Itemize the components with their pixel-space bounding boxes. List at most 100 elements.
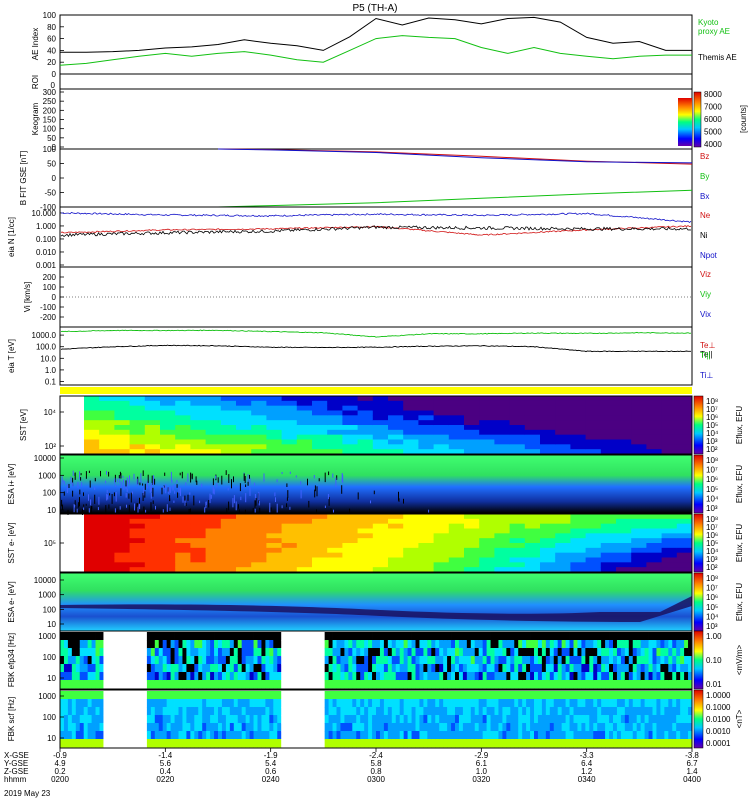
fbk-b-cell	[379, 707, 385, 716]
fbk-e-cell	[67, 672, 73, 681]
sst-ions-cell	[114, 410, 130, 416]
density-series-ni	[60, 225, 692, 236]
fbk-b-cell	[664, 723, 669, 732]
fbk-b-cell	[178, 699, 183, 708]
fbk-e-cell	[115, 680, 120, 689]
sst-electrons-cell	[236, 543, 252, 549]
esa-ions-noise-mark	[178, 487, 180, 493]
sst-ions-cell	[616, 400, 632, 407]
sst-ions-ylabel: SST [eV]	[19, 409, 28, 441]
fbk-b-cell	[688, 691, 693, 700]
fbk-e-cell	[656, 632, 661, 641]
esa-ions-noise-mark	[139, 482, 141, 486]
fbk-b-cell	[63, 723, 69, 732]
sst-ions-cell	[190, 415, 206, 421]
sst-electrons-cell	[631, 567, 647, 573]
fbk-e-cell	[545, 656, 551, 665]
sst-electrons-colorbar-tick: 10³	[706, 555, 718, 564]
fbk-b-cell	[154, 723, 160, 732]
esa-ions-noise-mark	[233, 476, 234, 483]
sst-electrons-cell	[236, 562, 252, 568]
fbk-e-cell	[688, 672, 693, 681]
fbk-b-cell	[312, 723, 318, 732]
fbk-e-cell	[368, 648, 373, 657]
sst-electrons-cell	[312, 552, 328, 558]
esa-ions-noise-mark	[79, 489, 81, 495]
sst-electrons-cell	[99, 533, 115, 539]
fbk-e-cell	[372, 672, 377, 681]
sst-ions-cell	[205, 400, 222, 407]
fbk-b-cell	[581, 739, 586, 748]
sst-electrons-cell	[190, 547, 206, 554]
sst-ions-cell	[631, 439, 647, 445]
sst-electrons-cell	[144, 543, 161, 549]
sst-ions-cell	[509, 410, 526, 416]
fbk-e-cell	[620, 664, 626, 673]
fbk-b-cell	[158, 699, 164, 708]
sst-electrons-cell	[236, 518, 252, 525]
fbk-e-cell	[498, 656, 503, 665]
fbk-e-cell	[541, 656, 547, 665]
fbk-e-cell	[304, 632, 310, 641]
fbk-b-cell	[640, 699, 645, 708]
sst-ions-cell	[388, 400, 404, 407]
fbk-e-cell	[482, 640, 487, 649]
fbk-b-cell	[447, 715, 452, 724]
fbk-e-cell	[202, 648, 207, 657]
fbk-b-cell	[214, 739, 219, 748]
fbk-b-cell	[241, 715, 247, 724]
fbk-b-cell	[206, 699, 211, 708]
fbk-b-cell	[111, 739, 116, 748]
esa-ions-tick-label: 10	[47, 506, 56, 515]
sst-ions-cell	[494, 444, 510, 450]
sst-electrons-cell	[555, 552, 571, 558]
sst-electrons-cell	[509, 557, 526, 563]
sst-ions-cell	[646, 415, 662, 421]
sst-ions-cell	[661, 449, 678, 455]
fbk-e-cell	[265, 632, 270, 641]
sst-ions-cell	[494, 449, 510, 455]
sst-ions-cell	[372, 429, 389, 436]
fbk-e-cell	[676, 672, 681, 681]
sst-electrons-cell	[555, 547, 571, 554]
fbk-e-cell	[265, 648, 270, 657]
sst-electrons-cell	[281, 567, 298, 573]
density-tick-label: 1.000	[36, 222, 57, 231]
fbk-e-cell	[198, 664, 203, 673]
sst-ions-cell	[357, 400, 374, 407]
fbk-b-cell	[577, 715, 582, 724]
fbk-b-cell	[585, 723, 590, 732]
sst-electrons-cell	[129, 557, 146, 563]
fbk-b-cell	[490, 699, 495, 708]
fbk-e-cell	[624, 656, 630, 665]
sst-electrons-cell	[372, 533, 389, 539]
fbk-e-cell	[139, 680, 144, 689]
fbk-b-cell	[660, 691, 665, 700]
fbk-b-cell	[71, 707, 77, 716]
sst-electrons-cell	[616, 543, 632, 549]
sst-ions-cell	[114, 425, 130, 431]
esa-ions-noise-mark	[300, 490, 302, 499]
fbk-e-cell	[360, 648, 365, 657]
sst-electrons-cell	[494, 557, 510, 563]
sst-ions-cell	[494, 425, 510, 431]
fbk-e-cell	[123, 672, 128, 681]
fbk-b-cell	[95, 723, 100, 732]
fbk-e-cell	[253, 640, 258, 649]
sst-ions-cell	[388, 429, 404, 436]
fbk-b-cell	[601, 739, 606, 748]
bfield-legend-bx: Bx	[700, 192, 709, 201]
fbk-e-cell	[530, 664, 535, 673]
fbk-e-cell	[166, 680, 171, 689]
fbk-b-cell	[553, 723, 559, 732]
fbk-b-cell	[210, 731, 215, 740]
fbk-e-cell	[395, 648, 401, 657]
fbk-b-cell	[514, 699, 519, 708]
fbk-b-cell	[419, 715, 424, 724]
fbk-b-cell	[190, 707, 195, 716]
x-axis-tick-label: 1.0	[476, 767, 488, 776]
esa-ions-noise-mark	[174, 490, 176, 494]
fbk-b-cell	[198, 707, 203, 716]
x-axis-tick-label: 0.8	[370, 767, 382, 776]
sst-ions-cell	[616, 444, 632, 450]
